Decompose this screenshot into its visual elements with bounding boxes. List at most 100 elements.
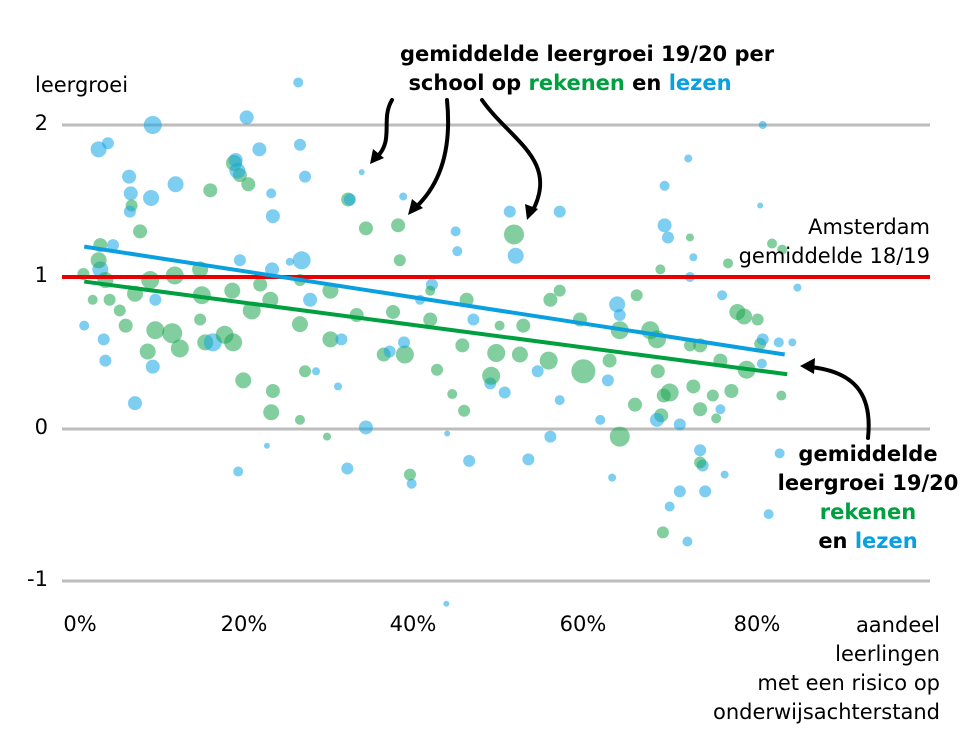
point-lezen xyxy=(689,253,698,262)
point-lezen xyxy=(463,454,476,467)
point-lezen xyxy=(613,309,626,321)
point-rekenen xyxy=(358,221,373,236)
point-lezen xyxy=(127,396,142,411)
point-lezen xyxy=(406,478,417,489)
point-lezen xyxy=(398,336,411,349)
point-lezen xyxy=(335,333,348,346)
annotation-rekenen: rekenen xyxy=(528,71,625,95)
reference-label-line: Amsterdam xyxy=(808,215,930,239)
annotation-line: school op rekenen en lezen xyxy=(400,69,740,98)
point-rekenen xyxy=(425,285,436,296)
point-rekenen xyxy=(630,289,643,302)
x-axis-label-line: onderwijsachterstand xyxy=(712,700,940,724)
point-lezen xyxy=(265,209,280,224)
annotation-line: gemiddelde xyxy=(798,442,938,466)
point-lezen xyxy=(773,337,784,348)
annotation-line: gemiddelde leergroei 19/20 per xyxy=(400,42,775,66)
point-rekenen xyxy=(656,388,671,403)
point-lezen xyxy=(673,418,686,431)
x-axis-label-line: met een risico op xyxy=(757,671,940,695)
point-lezen xyxy=(303,292,318,307)
point-lezen xyxy=(699,485,712,498)
point-rekenen xyxy=(141,271,160,290)
point-lezen xyxy=(444,430,451,437)
point-rekenen xyxy=(447,389,458,400)
point-lezen xyxy=(715,404,726,415)
point-lezen xyxy=(684,154,693,163)
point-lezen xyxy=(228,152,243,167)
point-lezen xyxy=(720,470,729,479)
point-rekenen xyxy=(516,318,531,333)
point-lezen xyxy=(661,231,674,244)
trend-lines xyxy=(62,244,930,377)
point-rekenen xyxy=(553,284,566,297)
point-rekenen xyxy=(139,343,156,360)
point-rekenen xyxy=(146,321,165,340)
arrow-1 xyxy=(374,98,394,160)
point-rekenen xyxy=(133,224,148,239)
point-lezen xyxy=(756,333,769,346)
point-lezen xyxy=(149,293,162,306)
point-lezen xyxy=(343,193,356,206)
point-rekenen xyxy=(487,344,506,362)
point-rekenen xyxy=(170,339,189,358)
point-lezen xyxy=(299,170,312,183)
point-rekenen xyxy=(322,331,339,348)
trend-line-lezen xyxy=(83,244,786,357)
point-rekenen xyxy=(87,294,98,305)
point-lezen xyxy=(293,77,304,88)
point-rekenen xyxy=(291,316,308,333)
point-rekenen xyxy=(203,183,218,198)
point-lezen xyxy=(233,466,244,477)
arrowhead-2 xyxy=(408,199,423,215)
annotation-line: en lezen xyxy=(768,527,968,556)
point-rekenen xyxy=(609,426,630,447)
point-rekenen xyxy=(118,318,133,333)
point-lezen xyxy=(143,189,160,206)
x-tick-label: 20% xyxy=(220,612,268,636)
x-axis-label: aandeel leerlingen met een risico op ond… xyxy=(713,611,940,727)
point-lezen xyxy=(263,442,270,449)
point-rekenen xyxy=(686,379,701,394)
point-lezen xyxy=(106,239,119,252)
point-lezen xyxy=(659,180,670,191)
annotation-text: en xyxy=(818,529,855,553)
y-axis-label: leergroei xyxy=(35,73,129,97)
reference-label-line: gemiddelde 18/19 xyxy=(738,244,930,268)
point-rekenen xyxy=(729,303,746,320)
top-annotation: gemiddelde leergroei 19/20 per school op… xyxy=(400,40,775,98)
point-lezen xyxy=(788,338,797,347)
point-lezen xyxy=(498,386,511,399)
point-lezen xyxy=(265,262,280,277)
point-lezen xyxy=(292,251,311,270)
point-lezen xyxy=(285,257,294,266)
point-rekenen xyxy=(693,402,708,417)
point-rekenen xyxy=(103,293,116,306)
point-rekenen xyxy=(194,313,207,326)
point-lezen xyxy=(358,169,365,176)
point-rekenen xyxy=(723,258,734,269)
point-lezen xyxy=(229,162,246,179)
arrowhead-4 xyxy=(800,358,815,374)
x-axis-label-line: aandeel xyxy=(855,613,940,637)
arrowhead-3 xyxy=(525,204,538,220)
data-points xyxy=(77,77,802,607)
point-lezen xyxy=(252,142,267,157)
point-rekenen xyxy=(655,264,666,275)
y-tick-label: 0 xyxy=(34,415,48,439)
point-rekenen xyxy=(777,244,788,255)
reference-line-label: Amsterdam gemiddelde 18/19 xyxy=(739,213,930,271)
point-rekenen xyxy=(323,432,332,441)
point-lezen xyxy=(664,501,675,512)
annotation-lezen: lezen xyxy=(668,71,732,95)
point-lezen xyxy=(145,359,160,374)
x-axis-label-line: leerlingen xyxy=(835,642,940,666)
point-rekenen xyxy=(90,252,107,269)
point-lezen xyxy=(657,218,672,233)
point-rekenen xyxy=(656,526,669,539)
point-rekenen xyxy=(627,397,642,412)
y-tick-label: 2 xyxy=(34,111,48,135)
point-lezen xyxy=(682,536,693,547)
arrowheads xyxy=(370,149,815,374)
